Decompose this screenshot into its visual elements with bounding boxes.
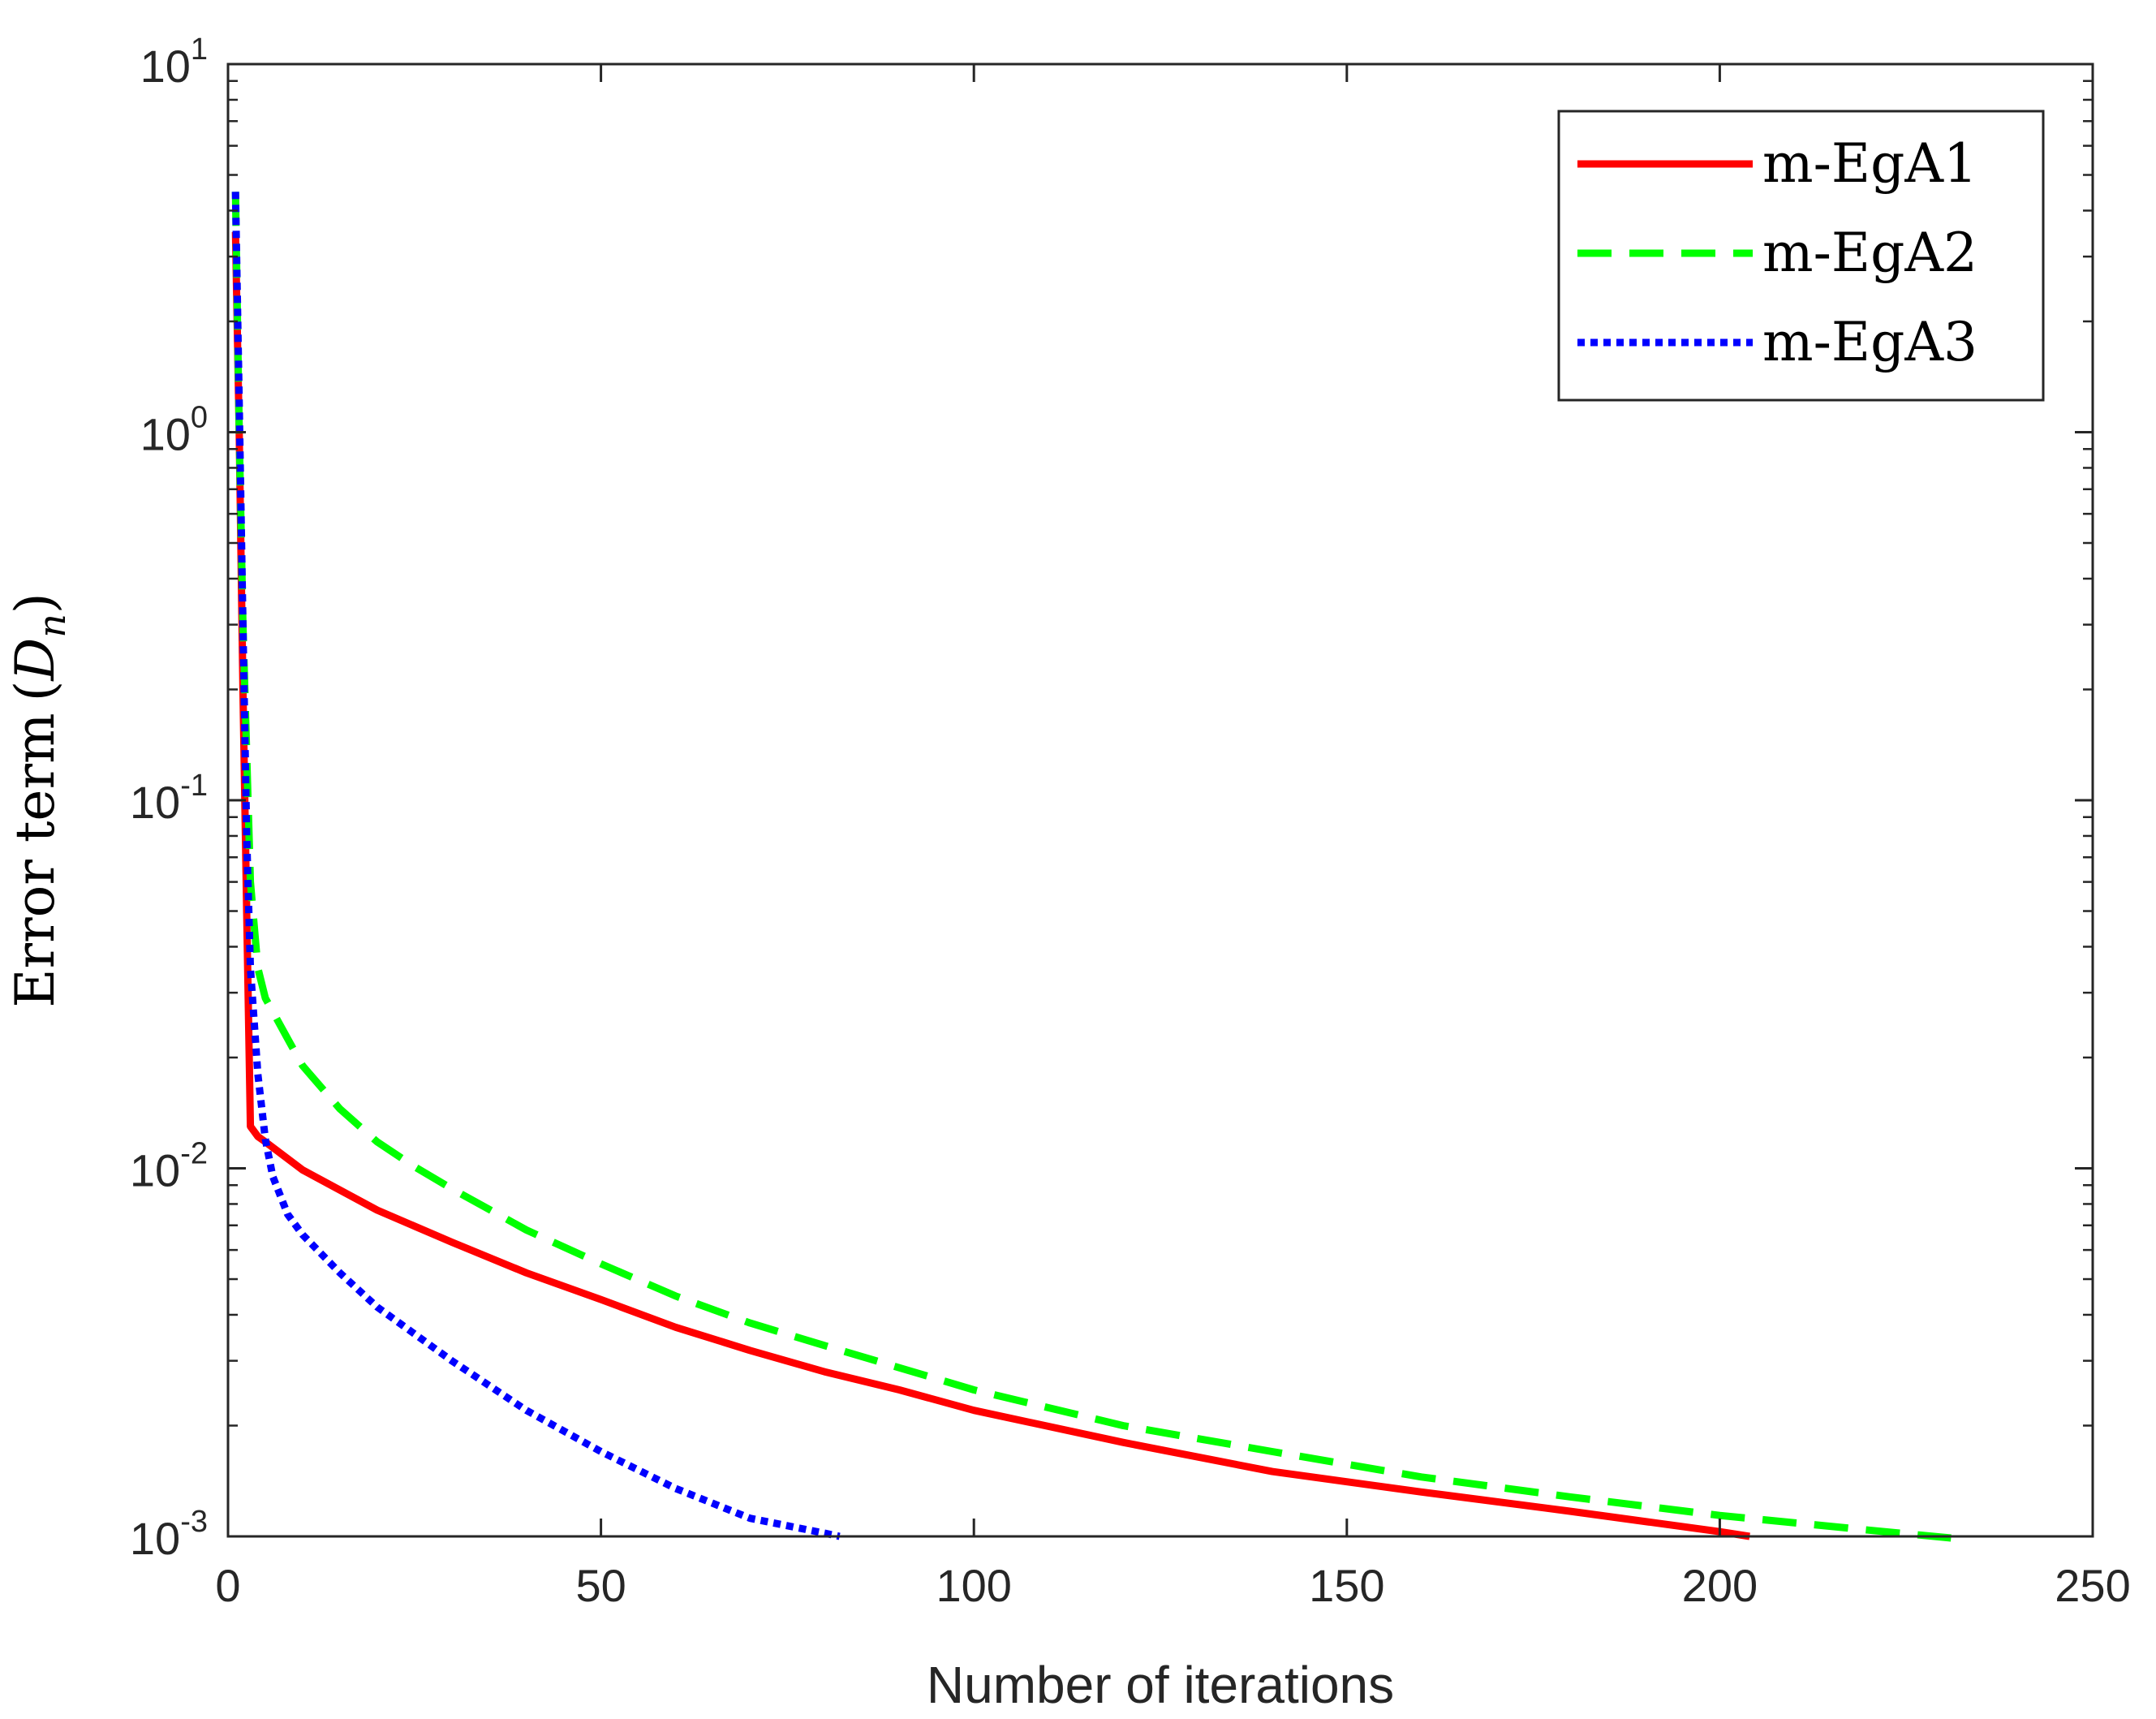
y-tick-label: 10-3 [130,1505,208,1564]
x-tick-label: 0 [215,1560,240,1611]
y-tick-label: 10-1 [130,769,208,828]
series-layer [231,192,1952,1542]
x-axis-label: Number of iterations [927,1656,1394,1714]
y-axis-label-text: Error term [4,713,67,1007]
legend-label-m-EgA3: m-EgA3 [1762,311,1977,373]
legend-label-m-EgA1: m-EgA1 [1762,132,1977,195]
series-line-m-EgA2 [231,192,1952,1542]
x-tick-label: 50 [575,1560,626,1611]
plot-frame [226,62,2094,1538]
y-tick-labels: 10-3 10-2 10-1 100 101 [130,32,208,1564]
tick-layer [226,62,2094,1538]
series-line-m-EgA1 [231,231,1750,1540]
x-tick-label: 100 [936,1560,1011,1611]
y-axis-label: Error term(Dn) [4,592,74,1007]
y-axis-label-symbol: D [4,638,67,682]
y-tick-label: 100 [140,401,208,460]
legend-label-m-EgA2: m-EgA2 [1762,222,1977,284]
series-line-m-EgA3 [231,192,841,1540]
legend: m-EgA1 m-EgA2 m-EgA3 [1557,110,2045,402]
x-tick-label: 150 [1309,1560,1384,1611]
x-tick-label: 200 [1682,1560,1758,1611]
y-tick-label: 10-2 [130,1137,208,1196]
y-axis-label-subscript: n [30,614,74,638]
y-tick-label: 101 [140,32,208,92]
x-tick-labels: 0 50 100 150 200 250 [215,1560,2130,1611]
x-tick-label: 250 [2055,1560,2130,1611]
